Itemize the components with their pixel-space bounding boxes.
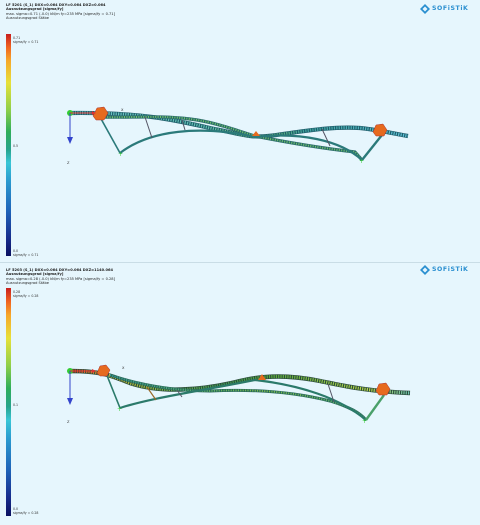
support-middle[interactable] — [258, 374, 266, 380]
hanger — [327, 383, 335, 403]
node-marker[interactable]: + — [117, 406, 122, 413]
support-left[interactable] — [96, 364, 111, 377]
node-marker[interactable]: + — [359, 158, 364, 165]
color-scale-bar — [6, 288, 11, 516]
sofistik-logo-icon — [420, 265, 430, 275]
panel-separator — [0, 262, 480, 263]
result-element-info: Ausnutzungsgrad Stäbe — [6, 16, 49, 21]
right-leg — [365, 394, 385, 421]
left-arch — [119, 378, 256, 410]
z-axis-arrowhead — [67, 398, 73, 405]
loadcase-title: LF 5201 (S_1) DXX=0.064 DXY=0.064 DXZ=0.… — [6, 3, 106, 7]
support-right[interactable] — [372, 123, 388, 137]
loadcase-title: LF 5203 (S_1) DXX=0.064 DXY=0.064 DXZ=11… — [6, 268, 114, 272]
scale-max-sublabel: sigma/fy = 0.71 — [13, 40, 39, 44]
hanger — [176, 389, 183, 398]
scale-max-label: 0.71 — [13, 36, 21, 40]
scale-mid-label: 0.1 — [13, 403, 19, 407]
sofistik-logo: SOFiSTiK — [420, 265, 468, 275]
sofistik-logo-text: SOFiSTiK — [432, 266, 469, 273]
left-leg — [105, 372, 121, 409]
sofistik-logo-icon — [420, 4, 430, 14]
structure-view-2[interactable]: + + X Z — [0, 263, 480, 525]
right-leg — [361, 134, 383, 161]
hanger — [146, 386, 157, 401]
color-scale-bar — [6, 34, 11, 256]
node-marker[interactable]: + — [118, 151, 123, 158]
support-right[interactable] — [375, 382, 391, 396]
scale-min-sublabel: sigma/fy = 0.28 — [13, 511, 39, 515]
z-axis-arrowhead — [67, 137, 73, 144]
sofistik-logo-text: SOFiSTiK — [432, 5, 469, 12]
hanger — [181, 119, 186, 131]
result-element-info: Ausnutzungsgrad Stäbe — [6, 281, 49, 286]
scale-max-sublabel: sigma/fy = 0.28 — [13, 294, 39, 298]
x-axis-arrowhead — [92, 111, 96, 115]
result-title: Ausnutzungsgrad [sigma/fy] — [6, 272, 64, 277]
lower-chord-mesh — [99, 115, 363, 161]
viewport-panel-1[interactable]: LF 5201 (S_1) DXX=0.064 DXY=0.064 DXZ=0.… — [0, 0, 480, 262]
structure-view-1[interactable]: + + X Z — [0, 0, 480, 262]
hanger — [144, 116, 153, 139]
result-max-info: max. sigma=0.71 (-0.0) kN/m fy=235 MPa [… — [6, 11, 115, 16]
x-axis-arrowhead — [92, 369, 96, 373]
result-max-info: max. sigma=0.28 (-0.0) kN/m fy=235 MPa [… — [6, 276, 115, 281]
support-left[interactable] — [92, 106, 109, 121]
panel-2-header: LF 5203 (S_1) DXX=0.064 DXY=0.064 DXZ=11… — [6, 268, 115, 286]
viewport-panel-2[interactable]: LF 5203 (S_1) DXX=0.064 DXY=0.064 DXZ=11… — [0, 263, 480, 525]
sofistik-logo: SOFiSTiK — [420, 4, 468, 14]
right-arch — [254, 134, 363, 161]
hanger — [321, 128, 331, 147]
right-arch — [254, 378, 367, 421]
scale-min-sublabel: sigma/fy = 0.71 — [13, 253, 39, 257]
node-marker[interactable]: + — [362, 418, 367, 425]
result-title: Ausnutzungsgrad [sigma/fy] — [6, 7, 64, 12]
lower-chord-mesh — [109, 374, 367, 421]
left-arch — [119, 129, 256, 154]
scale-max-label: 0.28 — [13, 290, 21, 294]
z-axis-label: Z — [67, 161, 70, 165]
z-axis-label: Z — [67, 420, 70, 424]
x-axis-label: X — [121, 108, 124, 112]
support-middle[interactable] — [252, 131, 260, 136]
panel-1-header: LF 5201 (S_1) DXX=0.064 DXY=0.064 DXZ=0.… — [6, 3, 115, 21]
scale-min-label: 0.0 — [13, 507, 19, 511]
x-axis-label: X — [122, 366, 125, 370]
left-leg — [99, 116, 121, 154]
scale-min-label: 0.0 — [13, 249, 19, 253]
lower-chord — [99, 115, 364, 162]
scale-mid-label: 0.5 — [13, 144, 19, 148]
